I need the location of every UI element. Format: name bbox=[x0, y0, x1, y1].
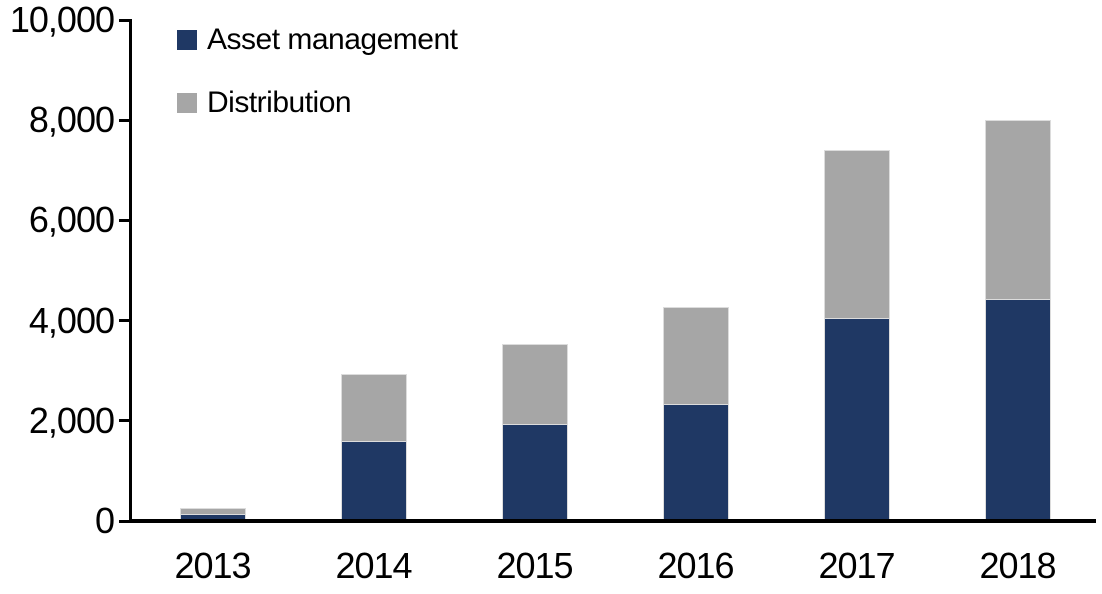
bar-segment-2015-asset-management bbox=[501, 424, 568, 519]
bar-segment-2014-asset-management bbox=[340, 441, 407, 519]
y-tick-label: 6,000 bbox=[28, 199, 115, 241]
x-axis-line bbox=[129, 519, 1096, 523]
bar-stack-2015 bbox=[501, 344, 568, 519]
y-axis-tick bbox=[119, 519, 132, 523]
legend-item: Asset management bbox=[177, 23, 458, 56]
y-axis-tick bbox=[119, 319, 132, 323]
bar-slot-2013 bbox=[132, 20, 293, 519]
y-tick-label: 2,000 bbox=[28, 399, 115, 441]
y-tick-label: 8,000 bbox=[28, 99, 115, 141]
bar-segment-2013-distribution bbox=[179, 508, 246, 514]
legend-item: Distribution bbox=[177, 86, 457, 119]
bar-stack-2017 bbox=[823, 150, 890, 519]
bar-segment-2017-distribution bbox=[823, 150, 890, 318]
bar-stack-2013 bbox=[179, 508, 246, 519]
bar-segment-2017-asset-management bbox=[823, 318, 890, 519]
y-axis-line bbox=[129, 20, 132, 521]
y-tick-label: 0 bbox=[94, 500, 115, 541]
x-tick-label-2013: 2013 bbox=[174, 545, 251, 586]
x-tick-label-2016: 2016 bbox=[657, 545, 734, 586]
bar-segment-2016-distribution bbox=[662, 307, 729, 404]
y-tick-label: 10,000 bbox=[9, 0, 115, 40]
y-axis-tick bbox=[119, 18, 132, 22]
bar-segment-2018-distribution bbox=[984, 120, 1051, 299]
x-tick-label-2018: 2018 bbox=[979, 545, 1056, 586]
bar-segment-2013-asset-management bbox=[179, 514, 246, 519]
x-axis-labels: 2013 2014 2015 2016 2017 2018 bbox=[132, 546, 1098, 586]
bar-stack-2014 bbox=[340, 374, 407, 519]
legend-swatch-icon bbox=[177, 30, 197, 50]
x-tick-label-2017: 2017 bbox=[818, 545, 895, 586]
bar-segment-2018-asset-management bbox=[984, 299, 1051, 519]
bar-segment-2014-distribution bbox=[340, 374, 407, 441]
bar-segment-2015-distribution bbox=[501, 344, 568, 424]
legend-swatch-icon bbox=[177, 93, 197, 113]
y-tick-label: 4,000 bbox=[28, 299, 115, 341]
plot-area bbox=[132, 20, 1098, 519]
x-tick-label-2015: 2015 bbox=[496, 545, 573, 586]
bar-slot-2014 bbox=[293, 20, 454, 519]
legend-label: Distribution bbox=[207, 86, 352, 119]
y-axis-tick bbox=[119, 218, 132, 222]
bar-stack-2018 bbox=[984, 120, 1051, 519]
bar-slot-2017 bbox=[776, 20, 937, 519]
bar-segment-2016-asset-management bbox=[662, 404, 729, 519]
bar-slot-2015 bbox=[454, 20, 615, 519]
bar-slot-2018 bbox=[937, 20, 1098, 519]
legend-label: Asset management bbox=[207, 23, 458, 56]
y-axis-tick bbox=[119, 419, 132, 423]
y-axis-tick bbox=[119, 118, 132, 122]
bar-slot-2016 bbox=[615, 20, 776, 519]
bar-stack-2016 bbox=[662, 307, 729, 519]
x-tick-label-2014: 2014 bbox=[335, 545, 412, 586]
chart-legend: Asset management Distribution bbox=[177, 23, 458, 119]
